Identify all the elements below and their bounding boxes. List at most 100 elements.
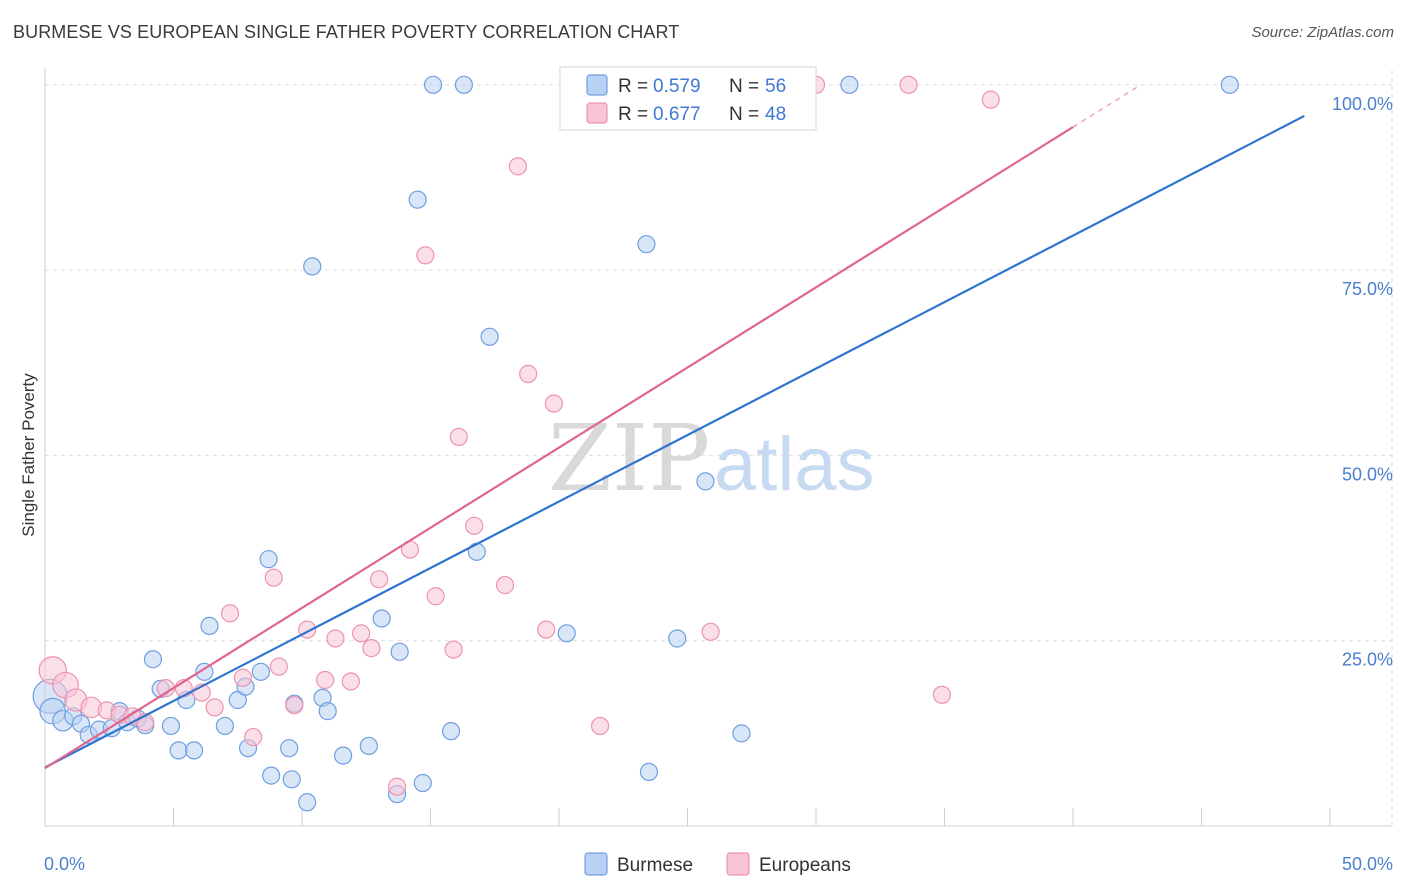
point-burmese (282, 770, 301, 789)
y-tick-label: 75.0% (1342, 279, 1393, 299)
grid-lines (45, 70, 1393, 826)
point-burmese (169, 741, 188, 760)
legend-n-value-burmese: 56 (765, 76, 786, 97)
point-europeans (341, 672, 360, 691)
point-europeans (285, 696, 304, 715)
legend-n-label-europeans: N = (729, 104, 759, 125)
point-burmese (840, 75, 859, 94)
point-europeans (269, 657, 288, 676)
legend-swatch-europeans (586, 102, 608, 124)
point-europeans (362, 639, 381, 658)
point-burmese (195, 662, 214, 681)
point-burmese (228, 690, 247, 710)
point-europeans (426, 587, 445, 606)
point-burmese (215, 716, 234, 736)
point-burmese (262, 766, 281, 785)
trend-line-burmese (44, 114, 1305, 769)
point-europeans (591, 716, 610, 736)
chart-title: BURMESE VS EUROPEAN SINGLE FATHER POVERT… (13, 22, 680, 42)
point-europeans (465, 516, 484, 535)
x-tick-label-max: 50.0% (1342, 854, 1393, 874)
point-burmese (557, 624, 576, 643)
point-burmese (200, 616, 219, 635)
point-burmese (298, 793, 317, 812)
point-europeans (981, 90, 1000, 109)
point-burmese (372, 609, 391, 628)
point-europeans (444, 640, 463, 659)
point-europeans (244, 727, 263, 747)
point-europeans (205, 698, 224, 717)
point-europeans (544, 394, 563, 413)
point-europeans (701, 622, 720, 641)
y-axis-label: Single Father Poverty (19, 373, 38, 537)
point-burmese (251, 662, 270, 681)
y-tick-label: 50.0% (1342, 464, 1393, 484)
correlation-legend: R = 0.579 N = 56 R = 0.677 N = 48 (559, 66, 817, 131)
point-europeans (264, 568, 283, 587)
y-tick-label: 100.0% (1332, 94, 1393, 114)
point-burmese (280, 739, 299, 758)
point-europeans (387, 777, 407, 796)
legend-swatch-burmese (586, 74, 608, 96)
point-europeans (449, 427, 468, 446)
legend-n-label-burmese: N = (729, 76, 759, 97)
point-burmese (318, 702, 337, 721)
point-burmese (1220, 75, 1239, 94)
legend-r-value-burmese: 0.579 (653, 76, 701, 97)
legend-r-label-europeans: R = (618, 104, 648, 125)
x-tick-label-min: 0.0% (44, 854, 85, 874)
point-burmese (668, 629, 687, 648)
series-legend-label-europeans: Europeans (759, 855, 851, 876)
point-burmese (334, 746, 353, 765)
point-burmese (423, 75, 443, 94)
watermark: ZIP atlas (548, 405, 875, 512)
point-burmese (408, 190, 427, 209)
point-burmese (359, 736, 378, 756)
chart-source: Source: ZipAtlas.com (1251, 24, 1394, 41)
point-europeans (316, 670, 335, 690)
point-burmese (639, 762, 659, 781)
point-burmese (696, 472, 715, 491)
series-legend: Burmese Europeans (584, 852, 851, 876)
point-burmese (480, 327, 499, 346)
series-legend-swatch-europeans (726, 852, 750, 876)
point-burmese (732, 724, 751, 743)
trend-line-europeans (44, 126, 1074, 770)
point-burmese (390, 642, 409, 661)
point-burmese (303, 257, 322, 276)
point-burmese (259, 550, 278, 569)
point-europeans (932, 685, 952, 704)
trend-line-extension-europeans (1072, 86, 1138, 128)
point-europeans (233, 668, 252, 687)
point-burmese (143, 650, 163, 669)
point-burmese (467, 542, 486, 561)
series-legend-label-burmese: Burmese (617, 855, 693, 876)
trend-lines (44, 86, 1305, 770)
point-europeans (508, 157, 527, 176)
tick-labels: 25.0% 50.0% 75.0% 100.0% 0.0% 50.0% (44, 94, 1393, 874)
point-europeans (537, 620, 556, 639)
point-burmese (441, 722, 461, 741)
point-burmese (161, 716, 181, 736)
point-burmese (637, 235, 656, 254)
point-europeans (352, 624, 371, 643)
point-europeans (416, 246, 435, 265)
data-points (32, 75, 1239, 812)
series-legend-swatch-burmese (584, 852, 608, 876)
legend-r-label-burmese: R = (618, 76, 648, 97)
watermark-atlas: atlas (714, 422, 875, 507)
legend-r-value-europeans: 0.677 (653, 104, 701, 125)
point-europeans (495, 576, 515, 595)
point-burmese (413, 773, 432, 793)
point-europeans (519, 364, 538, 383)
watermark-zip: ZIP (548, 405, 710, 512)
point-europeans (370, 570, 389, 589)
point-europeans (326, 629, 345, 648)
point-burmese (184, 741, 204, 760)
point-europeans (899, 75, 918, 94)
point-europeans (220, 604, 240, 623)
point-burmese (454, 75, 474, 94)
legend-n-value-europeans: 48 (765, 104, 786, 125)
y-tick-label: 25.0% (1342, 650, 1393, 670)
